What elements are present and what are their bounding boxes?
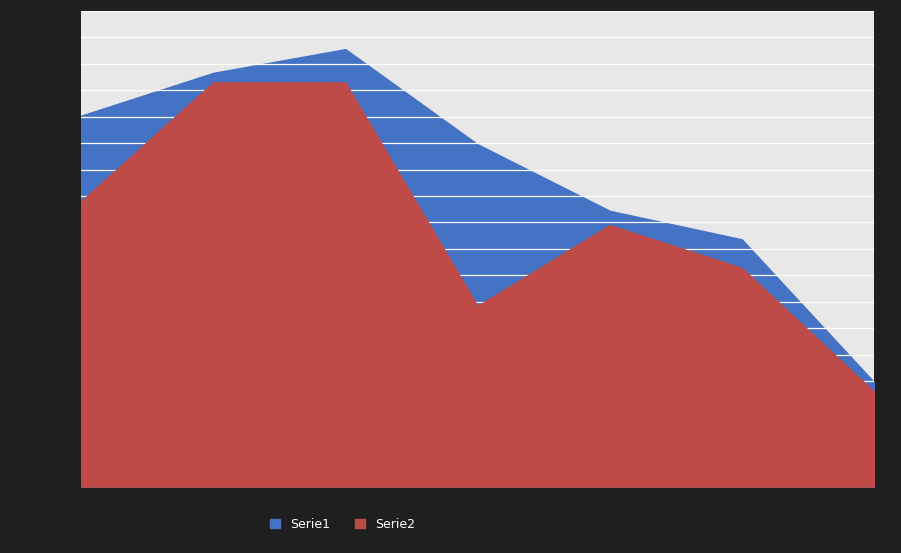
Legend: Serie1, Serie2: Serie1, Serie2 — [265, 513, 420, 536]
